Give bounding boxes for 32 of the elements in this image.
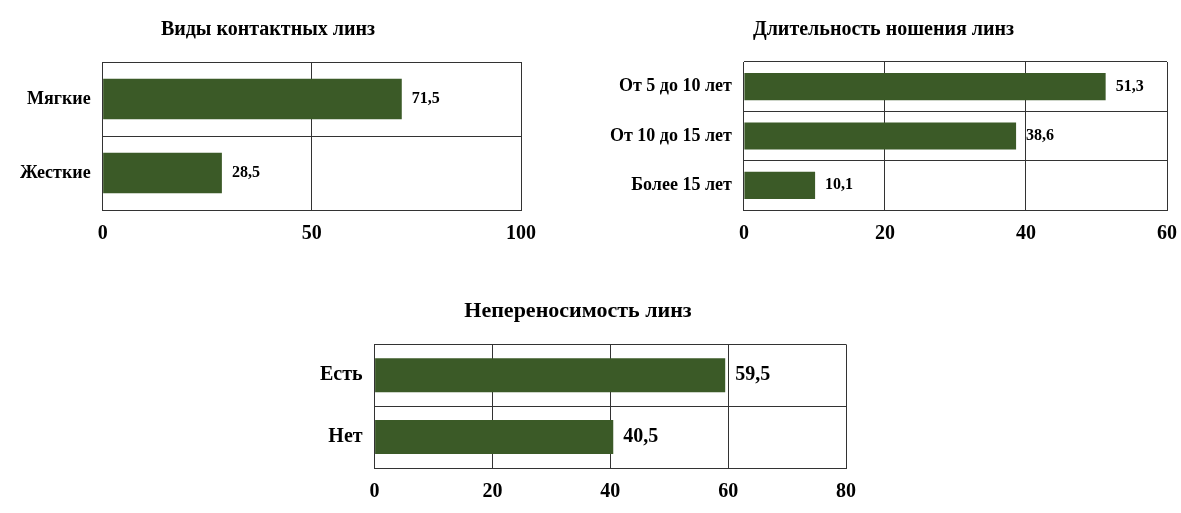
x-tick-label: 60 (718, 479, 739, 502)
data-label: 10,1 (825, 175, 854, 193)
y-tick-label: Более 15 лет (631, 173, 733, 194)
data-label: 38,6 (1026, 126, 1055, 144)
bar (744, 171, 816, 199)
x-tick-label: 40 (1015, 221, 1036, 244)
x-tick-label: 40 (600, 479, 621, 502)
x-tick-label: 0 (369, 479, 380, 502)
x-tick-label: 0 (97, 221, 108, 244)
x-tick-label: 0 (738, 221, 749, 244)
y-tick-label: Нет (328, 424, 363, 447)
x-tick-label: 20 (482, 479, 503, 502)
data-label: 28,5 (231, 163, 260, 181)
x-tick-label: 60 (1157, 221, 1177, 244)
bar (744, 73, 1106, 101)
bar (744, 122, 1017, 150)
y-tick-label: От 10 до 15 лет (609, 124, 733, 145)
data-label: 71,5 (411, 89, 440, 107)
y-tick-label: Есть (319, 362, 364, 385)
y-tick-label: От 5 до 10 лет (618, 75, 733, 96)
y-tick-label: Мягкие (27, 87, 91, 108)
x-tick-label: 20 (874, 221, 895, 244)
data-label: 40,5 (623, 424, 659, 447)
chart-title: Непереносимость линз (464, 296, 692, 322)
x-tick-label: 80 (836, 479, 856, 502)
x-tick-label: 50 (301, 221, 322, 244)
y-tick-label: Жесткие (20, 161, 91, 182)
data-label: 51,3 (1115, 76, 1144, 94)
data-label: 59,5 (735, 362, 771, 385)
chart-title: Длительность ношения линз (752, 17, 1015, 41)
x-tick-label: 100 (506, 221, 536, 244)
chart-title: Виды контактных линз (160, 17, 376, 40)
